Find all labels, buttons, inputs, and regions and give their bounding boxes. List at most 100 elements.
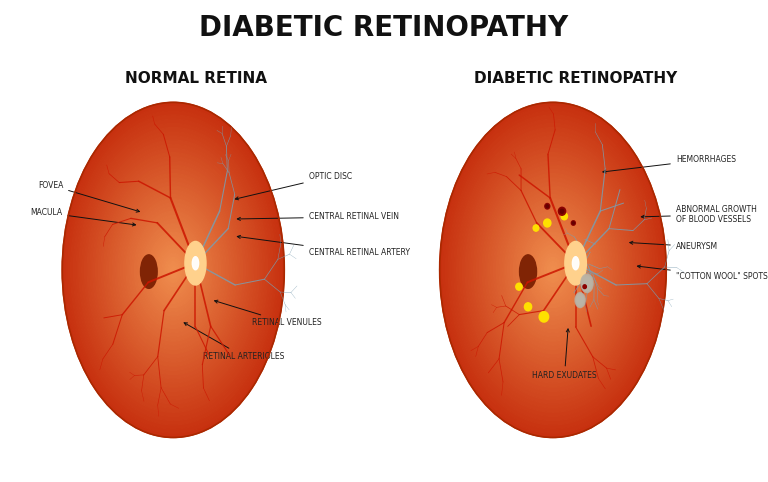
Circle shape	[563, 214, 566, 218]
Ellipse shape	[143, 259, 155, 284]
Ellipse shape	[170, 266, 176, 274]
Ellipse shape	[451, 119, 655, 421]
Ellipse shape	[144, 263, 153, 280]
Ellipse shape	[145, 228, 201, 312]
Text: ABNORMAL GROWTH
OF BLOOD VESSELS: ABNORMAL GROWTH OF BLOOD VESSELS	[641, 205, 756, 225]
Circle shape	[562, 214, 567, 219]
Ellipse shape	[502, 195, 604, 345]
Circle shape	[525, 304, 531, 310]
Text: RETINAL VENULES: RETINAL VENULES	[214, 300, 322, 327]
Ellipse shape	[189, 251, 202, 276]
Ellipse shape	[185, 241, 206, 285]
Ellipse shape	[479, 161, 627, 379]
Circle shape	[542, 315, 545, 319]
Ellipse shape	[569, 251, 582, 276]
Ellipse shape	[101, 161, 246, 379]
Ellipse shape	[572, 257, 579, 270]
Ellipse shape	[516, 215, 590, 324]
Ellipse shape	[192, 257, 199, 270]
Ellipse shape	[531, 236, 576, 304]
Ellipse shape	[65, 107, 282, 433]
Circle shape	[572, 222, 574, 224]
Ellipse shape	[584, 278, 591, 289]
Ellipse shape	[574, 261, 577, 265]
Ellipse shape	[574, 260, 578, 267]
Ellipse shape	[491, 178, 615, 362]
Ellipse shape	[513, 211, 593, 329]
Ellipse shape	[115, 182, 231, 358]
Ellipse shape	[151, 236, 196, 304]
Circle shape	[571, 221, 575, 225]
Ellipse shape	[457, 128, 649, 412]
Ellipse shape	[165, 257, 181, 282]
Ellipse shape	[526, 268, 530, 276]
Ellipse shape	[187, 247, 204, 280]
Circle shape	[560, 209, 564, 213]
Text: FOVEA: FOVEA	[38, 181, 140, 212]
Ellipse shape	[482, 165, 624, 375]
Ellipse shape	[442, 107, 664, 433]
Ellipse shape	[465, 140, 641, 400]
Ellipse shape	[564, 241, 587, 285]
Ellipse shape	[107, 169, 240, 371]
Ellipse shape	[148, 232, 198, 308]
Ellipse shape	[147, 268, 151, 276]
Ellipse shape	[146, 265, 152, 278]
Ellipse shape	[81, 132, 265, 408]
Ellipse shape	[144, 261, 154, 282]
Text: CENTRAL RETINAL VEIN: CENTRAL RETINAL VEIN	[237, 213, 399, 221]
Circle shape	[526, 305, 530, 309]
Circle shape	[558, 207, 566, 215]
Ellipse shape	[519, 255, 537, 288]
Text: HARD EXUDATES: HARD EXUDATES	[532, 329, 597, 380]
Circle shape	[518, 285, 521, 288]
Ellipse shape	[118, 186, 229, 354]
Ellipse shape	[192, 256, 199, 270]
Circle shape	[516, 284, 521, 290]
Ellipse shape	[527, 269, 529, 274]
Ellipse shape	[499, 190, 607, 349]
Circle shape	[543, 316, 545, 318]
Ellipse shape	[194, 260, 197, 267]
Ellipse shape	[191, 254, 200, 272]
Text: HEMORRHAGES: HEMORRHAGES	[603, 155, 736, 173]
Text: RETINAL ARTERIOLES: RETINAL ARTERIOLES	[184, 323, 285, 362]
Ellipse shape	[74, 119, 273, 421]
Ellipse shape	[93, 148, 253, 391]
Ellipse shape	[585, 281, 589, 286]
Ellipse shape	[160, 249, 187, 291]
Ellipse shape	[157, 245, 190, 295]
Ellipse shape	[131, 207, 215, 333]
Ellipse shape	[186, 243, 205, 283]
Ellipse shape	[579, 298, 581, 302]
Text: MACULA: MACULA	[30, 208, 136, 226]
Text: CENTRAL RETINAL ARTERY: CENTRAL RETINAL ARTERY	[237, 235, 410, 257]
Circle shape	[545, 220, 550, 226]
Ellipse shape	[76, 123, 270, 416]
Ellipse shape	[462, 136, 644, 404]
Ellipse shape	[187, 245, 204, 281]
Ellipse shape	[521, 224, 584, 316]
Circle shape	[546, 205, 548, 208]
Ellipse shape	[141, 257, 156, 286]
Ellipse shape	[162, 253, 184, 287]
Ellipse shape	[581, 275, 592, 291]
Ellipse shape	[68, 111, 279, 429]
Ellipse shape	[548, 262, 558, 278]
Ellipse shape	[154, 241, 193, 299]
Ellipse shape	[573, 258, 578, 268]
Circle shape	[518, 285, 520, 288]
Ellipse shape	[567, 245, 584, 281]
Ellipse shape	[468, 144, 638, 396]
Ellipse shape	[519, 220, 587, 320]
Circle shape	[533, 225, 539, 231]
Ellipse shape	[577, 295, 584, 306]
Ellipse shape	[533, 241, 573, 299]
Ellipse shape	[576, 294, 584, 307]
Ellipse shape	[571, 254, 580, 272]
Circle shape	[583, 285, 587, 289]
Ellipse shape	[566, 243, 585, 283]
Ellipse shape	[104, 165, 243, 375]
Ellipse shape	[579, 299, 581, 301]
Ellipse shape	[582, 277, 591, 290]
